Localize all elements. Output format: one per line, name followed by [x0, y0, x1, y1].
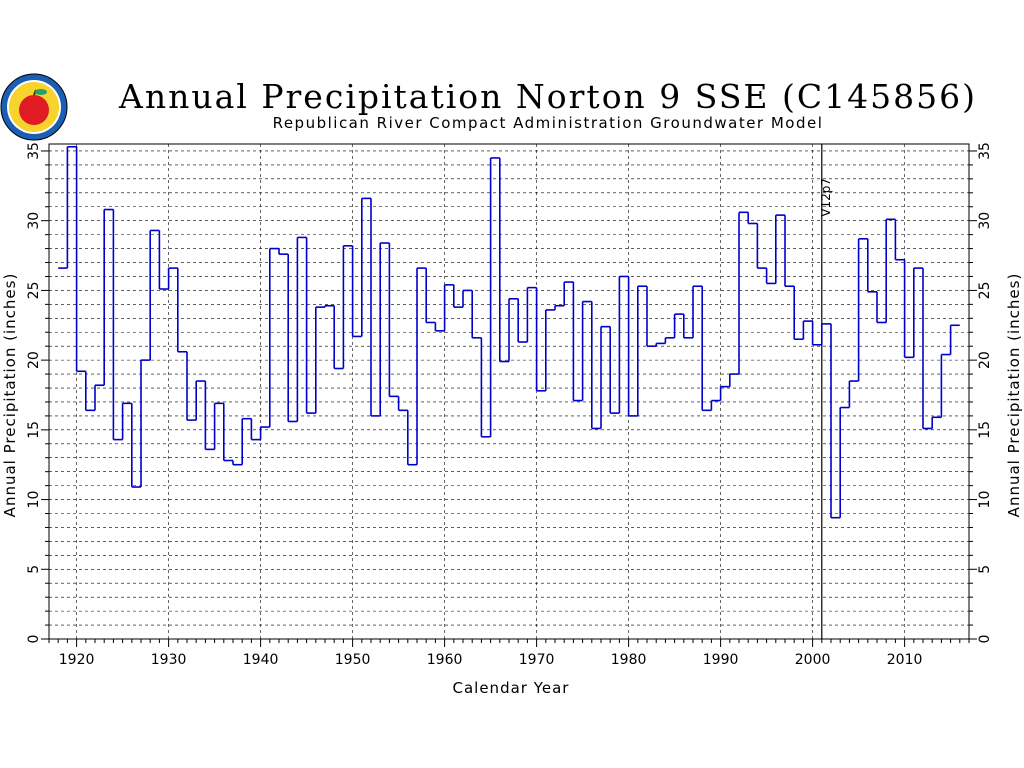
- x-tick-label: 2010: [887, 652, 923, 668]
- y-tick-label-right: 15: [977, 421, 993, 439]
- y-tick-label-right: 30: [977, 212, 993, 230]
- chart-subtitle: Republican River Compact Administration …: [273, 114, 824, 132]
- y-tick-label-right: 5: [977, 565, 993, 574]
- y-tick-label-left: 5: [26, 565, 42, 574]
- x-axis-label: Calendar Year: [453, 679, 570, 697]
- x-tick-label: 1960: [427, 652, 463, 668]
- x-tick-label: 2000: [795, 652, 831, 668]
- chart-title: Annual Precipitation Norton 9 SSE (C1458…: [118, 77, 977, 116]
- x-tick-label: 1980: [611, 652, 647, 668]
- y-tick-label-left: 30: [26, 212, 42, 230]
- annotation-label: V12p7: [819, 178, 833, 217]
- y-axis-label-left: Annual Precipitation (inches): [1, 273, 19, 518]
- series-layer: [58, 145, 960, 519]
- y-tick-label-right: 35: [977, 142, 993, 160]
- x-tick-label: 1940: [243, 652, 279, 668]
- x-tick-label: 1950: [335, 652, 371, 668]
- axis-ticks: 0 0 5 5 10 10 15 15 20 20 25 25 30 30 35 35 1920 1930 1940…: [26, 142, 993, 668]
- y-tick-label-left: 25: [26, 281, 42, 299]
- y-tick-label-right: 20: [977, 351, 993, 369]
- y-tick-label-left: 20: [26, 351, 42, 369]
- y-tick-label-right: 25: [977, 281, 993, 299]
- logo-icon: [0, 73, 68, 141]
- y-tick-label-left: 0: [26, 635, 42, 644]
- x-tick-label: 1970: [519, 652, 555, 668]
- y-tick-label-right: 0: [977, 635, 993, 644]
- x-tick-label: 1930: [151, 652, 187, 668]
- y-tick-label-left: 15: [26, 421, 42, 439]
- y-axis-label-right: Annual Precipitation (inches): [1005, 273, 1023, 518]
- plot-frame: [48, 143, 970, 640]
- x-tick-label: 1990: [703, 652, 739, 668]
- x-tick-label: 1920: [59, 652, 95, 668]
- y-tick-label-left: 10: [26, 491, 42, 509]
- version-annotation: V12p7: [819, 144, 833, 639]
- y-tick-label-right: 10: [977, 491, 993, 509]
- y-tick-label-left: 35: [26, 142, 42, 160]
